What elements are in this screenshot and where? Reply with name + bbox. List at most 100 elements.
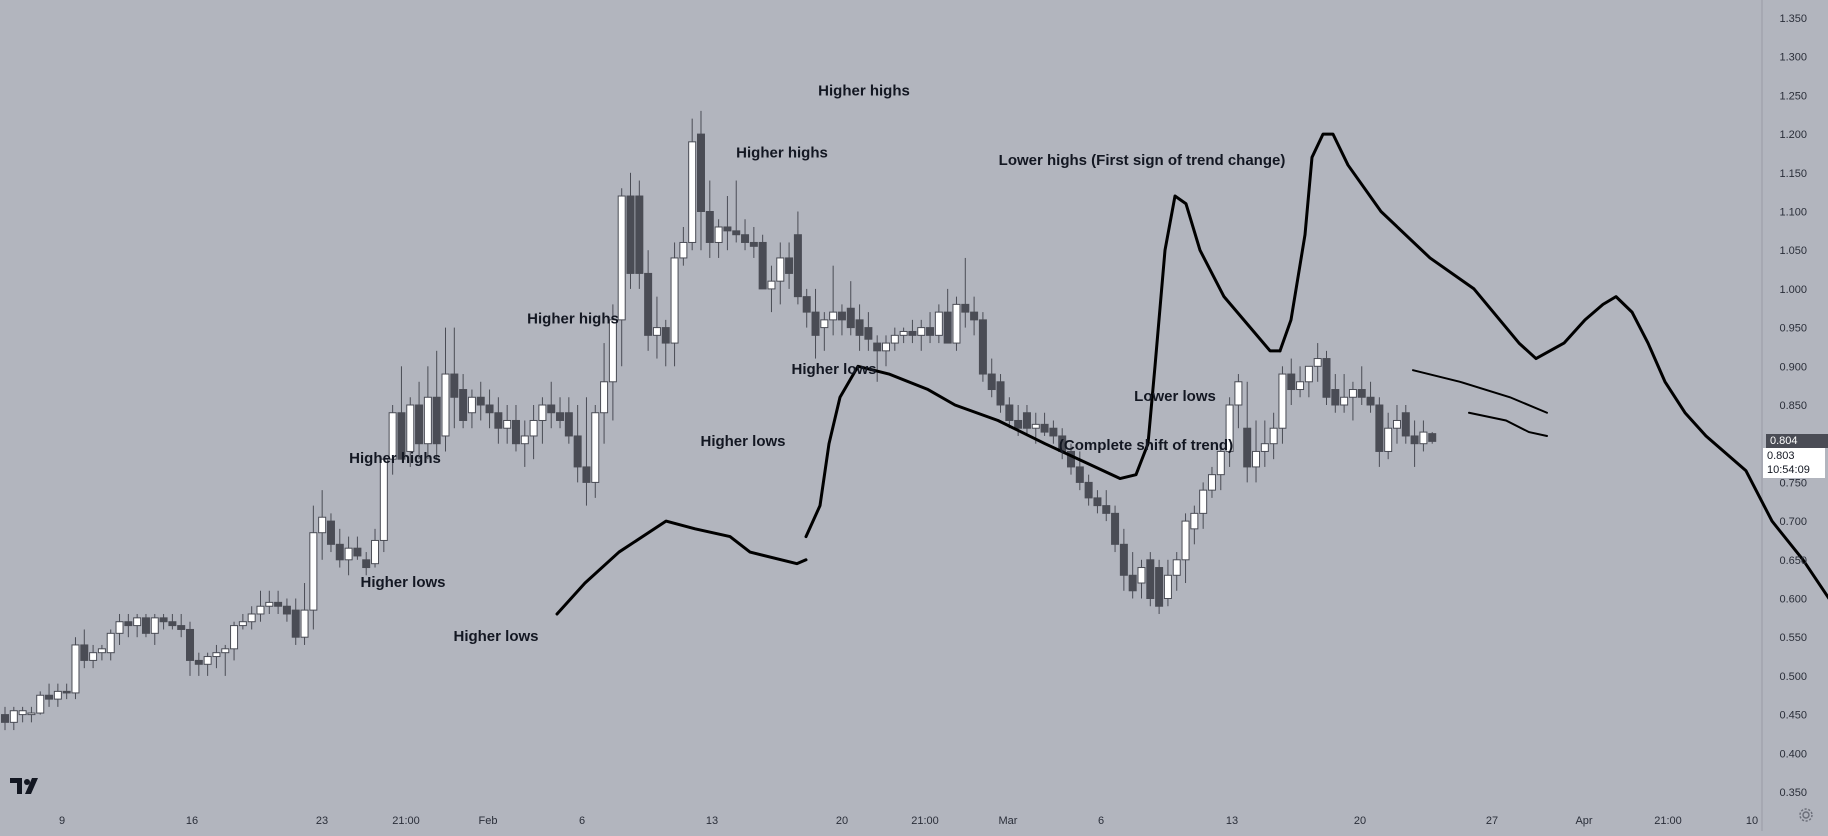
candle (1216, 443, 1225, 491)
trend-line (804, 194, 1282, 539)
candle (177, 613, 186, 638)
candle (926, 312, 935, 344)
candle-body-up (1384, 427, 1393, 452)
time-axis-label: 6 (1098, 815, 1104, 827)
candle (115, 613, 124, 645)
candle (106, 629, 115, 661)
annotation-label: Higher lows (700, 433, 785, 450)
price-axis-label: 1.350 (1779, 13, 1807, 25)
candle-body-up (917, 327, 926, 336)
candle-body-up (36, 694, 45, 714)
candle (423, 366, 432, 460)
settings-gear-icon[interactable] (1798, 807, 1814, 823)
candle (890, 327, 899, 351)
candle-body-down (978, 319, 987, 375)
candle (353, 536, 362, 560)
candle (27, 706, 36, 723)
candle-body-up (952, 303, 961, 344)
candle (511, 405, 520, 452)
candle-body-up (1216, 450, 1225, 476)
candle (212, 644, 221, 669)
candle-body-down (494, 412, 503, 429)
candle-body-down (732, 230, 741, 236)
candle (159, 613, 168, 630)
candle-body-down (291, 609, 300, 638)
candle-body-up (1296, 381, 1305, 391)
candle (62, 683, 71, 700)
candle-body-down (1084, 481, 1093, 499)
candle (1357, 366, 1366, 405)
candle (829, 265, 838, 336)
candle-body-up (89, 652, 98, 661)
candle (203, 652, 212, 676)
candle-body-down (159, 617, 168, 623)
candle-body-up (1190, 512, 1199, 530)
candle (749, 226, 758, 258)
candle (415, 381, 424, 460)
candle (1040, 412, 1049, 436)
candle-body-down (802, 296, 811, 313)
candle (811, 288, 820, 359)
candle-body-up (688, 141, 697, 243)
candle (1252, 420, 1261, 483)
candle (793, 211, 802, 305)
candle-body-down (855, 319, 864, 336)
price-axis[interactable]: 1.350 1.300 1.250 1.200 1.150 1.100 1.050 1.000… (1779, 13, 1807, 799)
candle (441, 327, 450, 452)
candle (1155, 559, 1164, 614)
candle (150, 613, 159, 645)
candle (388, 405, 397, 475)
candle-body-up (9, 710, 18, 723)
candle (1067, 443, 1076, 475)
price-axis-label: 0.550 (1779, 632, 1807, 644)
candle-body-down (661, 327, 670, 344)
candle (186, 621, 195, 676)
annotation-label: Higher lows (360, 574, 445, 591)
candle-body-down (194, 659, 203, 665)
candle-body-up (97, 648, 106, 654)
time-axis-label: 27 (1486, 815, 1498, 827)
candle (1, 706, 9, 731)
candle-body-down (62, 690, 71, 694)
candle (459, 374, 468, 429)
candle (785, 242, 794, 289)
candle-body-down (1357, 389, 1366, 398)
candle-body-up (829, 311, 838, 321)
candle (855, 304, 864, 351)
candle-body-up (300, 609, 309, 638)
time-axis-label: 21:00 (911, 815, 939, 827)
candle-body-up (608, 319, 617, 383)
candle (873, 335, 882, 382)
tradingview-logo-icon[interactable] (10, 776, 44, 796)
time-axis[interactable]: 9 16 23 21:00 Feb 6 13 20 21:00 Mar 6 13 20 27 Apr 21:0… (59, 815, 1758, 827)
candle (1075, 451, 1084, 491)
candle (1304, 365, 1313, 398)
candle (1392, 405, 1401, 444)
candle-body-up (344, 547, 353, 561)
candle (194, 652, 203, 676)
candle-body-up (776, 257, 785, 282)
candle-body-down (1401, 412, 1410, 437)
price-axis-label: 1.150 (1779, 168, 1807, 180)
candle (934, 304, 943, 344)
candle (767, 265, 776, 313)
candle-body-down (837, 311, 846, 321)
candle (538, 397, 547, 444)
candle-body-up (1419, 431, 1428, 445)
price-axis-label: 1.000 (1779, 284, 1807, 296)
candle-body-down (274, 601, 283, 607)
candle (71, 637, 80, 700)
candle (1172, 552, 1181, 591)
candle (1366, 381, 1375, 413)
candle-body-down (1111, 512, 1120, 545)
candle-body-down (1014, 419, 1023, 429)
time-axis-label: 23 (316, 815, 328, 827)
candle (344, 536, 353, 576)
price-axis-label: 0.750 (1779, 477, 1807, 489)
candle-body-down (1049, 427, 1058, 437)
candle-body-down (511, 419, 520, 445)
candle-body-up (899, 330, 908, 336)
candle (1260, 420, 1269, 467)
